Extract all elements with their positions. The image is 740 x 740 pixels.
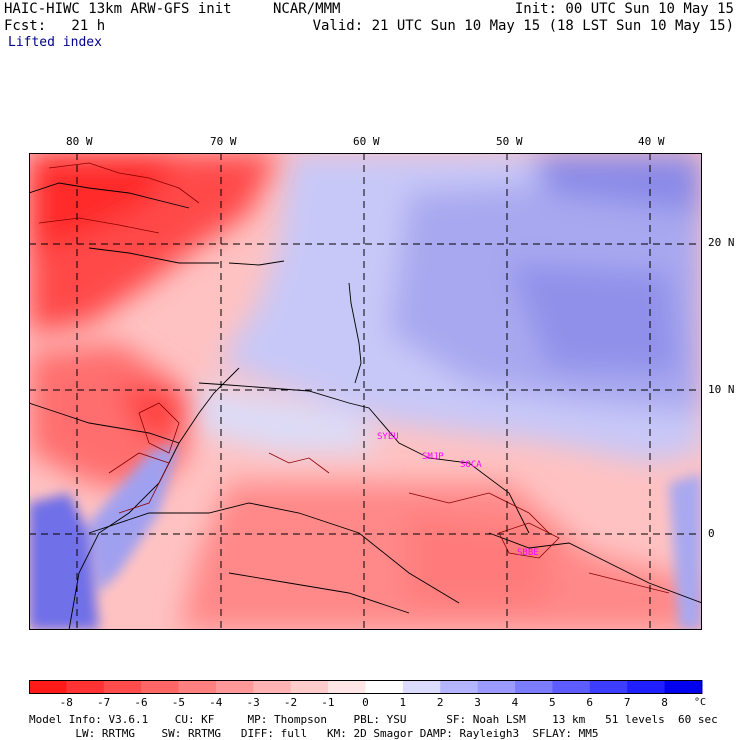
colorbar-tick-label: 6 — [586, 696, 594, 709]
colorbar-tick-label: -7 — [96, 696, 111, 709]
colorbar-swatch — [215, 680, 254, 694]
contour-lines — [38, 162, 670, 594]
colorbar-tick-label: 1 — [399, 696, 407, 709]
colorbar-tick-label: -5 — [171, 696, 185, 709]
lat-label-10n: 10 N — [708, 383, 735, 396]
colorbar-swatch — [627, 680, 666, 694]
map-frame — [29, 153, 702, 630]
forecast-hour: Fcst: 21 h — [4, 18, 106, 34]
colorbar-tick-label: 5 — [549, 696, 556, 709]
lon-label-50w: 50 W — [496, 135, 523, 148]
field-name: Lifted index — [8, 35, 102, 50]
colorbar-swatch — [253, 680, 292, 694]
field-shading — [29, 153, 702, 630]
colorbar-tick-label: 2 — [436, 696, 444, 709]
lon-label-60w: 60 W — [353, 135, 380, 148]
colorbar-swatch — [290, 680, 329, 694]
institution-label: NCAR/MMM — [273, 1, 341, 17]
colorbar-tick-label: 4 — [511, 696, 519, 709]
colorbar-tick-label: -4 — [209, 696, 223, 709]
colorbar-swatch — [552, 680, 591, 694]
station-syeu: SYEU — [377, 432, 399, 442]
colorbar-swatch — [66, 680, 105, 694]
lifted-index-map — [29, 153, 702, 630]
colorbar-swatch — [328, 680, 366, 694]
colorbar-tick-label: -2 — [283, 696, 298, 709]
colorbar-swatch — [103, 680, 142, 694]
station-soca: SOCA — [460, 460, 482, 470]
colorbar-swatch — [141, 680, 180, 694]
colorbar-swatch — [402, 680, 441, 694]
colorbar-tick-label: -6 — [134, 696, 148, 709]
station-smjp: SMJP — [422, 452, 444, 462]
colorbar-swatch — [29, 680, 67, 694]
colorbar-frame — [29, 680, 702, 694]
colorbar-swatch — [178, 680, 217, 694]
valid-time: Valid: 21 UTC Sun 10 May 15 (18 LST Sun … — [312, 18, 734, 34]
model-info-line2: LW: RRTMG SW: RRTMG DIFF: full KM: 2D Sm… — [29, 727, 599, 740]
colorbar-tick-label: -8 — [59, 696, 73, 709]
lat-label-20n: 20 N — [708, 236, 735, 249]
init-time: Init: 00 UTC Sun 10 May 15 — [514, 1, 734, 17]
lon-label-80w: 80 W — [66, 135, 93, 148]
model-info-line1: Model Info: V3.6.1 CU: KF MP: Thompson P… — [29, 713, 718, 726]
station-sbbe: SBBE — [517, 548, 539, 558]
colorbar-tick-label: 3 — [474, 696, 481, 709]
lon-label-40w: 40 W — [638, 135, 665, 148]
lat-lon-grid — [29, 153, 702, 630]
colorbar-unit: °C — [694, 697, 707, 708]
lat-label-0: 0 — [708, 527, 715, 540]
colorbar-tick-label: 7 — [623, 696, 631, 709]
lon-label-70w: 70 W — [210, 135, 237, 148]
colorbar — [29, 680, 703, 694]
colorbar-tick-label: 0 — [362, 696, 369, 709]
colorbar-swatch — [664, 680, 703, 694]
colorbar-swatch — [365, 680, 404, 694]
colorbar-tick-label: 8 — [661, 696, 668, 709]
colorbar-swatch — [515, 680, 553, 694]
colorbar-tick-label: -3 — [246, 696, 260, 709]
model-title: HAIC-HIWC 13km ARW-GFS init — [4, 1, 232, 17]
colorbar-swatch — [440, 680, 479, 694]
colorbar-swatch — [589, 680, 628, 694]
colorbar-swatch — [477, 680, 516, 694]
colorbar-tick-label: -1 — [321, 696, 335, 709]
